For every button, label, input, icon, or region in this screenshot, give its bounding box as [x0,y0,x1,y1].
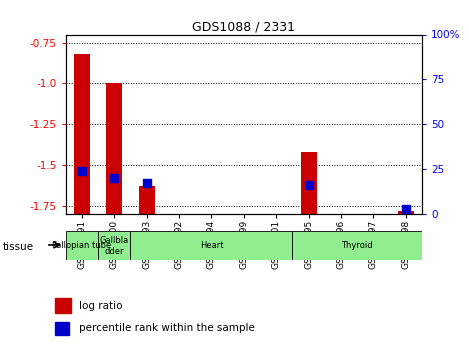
Title: GDS1088 / 2331: GDS1088 / 2331 [192,20,295,33]
Point [143,181,151,186]
Bar [74,54,90,214]
Text: tissue: tissue [2,242,33,252]
Bar [293,231,422,260]
Point [305,183,312,188]
Text: Thyroid: Thyroid [341,241,373,250]
Text: Heart: Heart [200,241,223,250]
Text: Gallbla
dder: Gallbla dder [99,236,129,256]
Text: percentile rank within the sample: percentile rank within the sample [79,323,255,333]
Bar [130,231,293,260]
Point [111,175,118,181]
Bar [55,322,69,335]
Bar [138,186,155,214]
Bar [98,231,130,260]
Bar [301,152,317,214]
Point [402,206,409,211]
Bar [66,231,98,260]
Bar [398,211,414,214]
Bar [55,298,71,313]
Bar [106,83,122,214]
Text: Fallopian tube: Fallopian tube [52,241,112,250]
Point [78,168,86,174]
Text: log ratio: log ratio [79,301,122,311]
